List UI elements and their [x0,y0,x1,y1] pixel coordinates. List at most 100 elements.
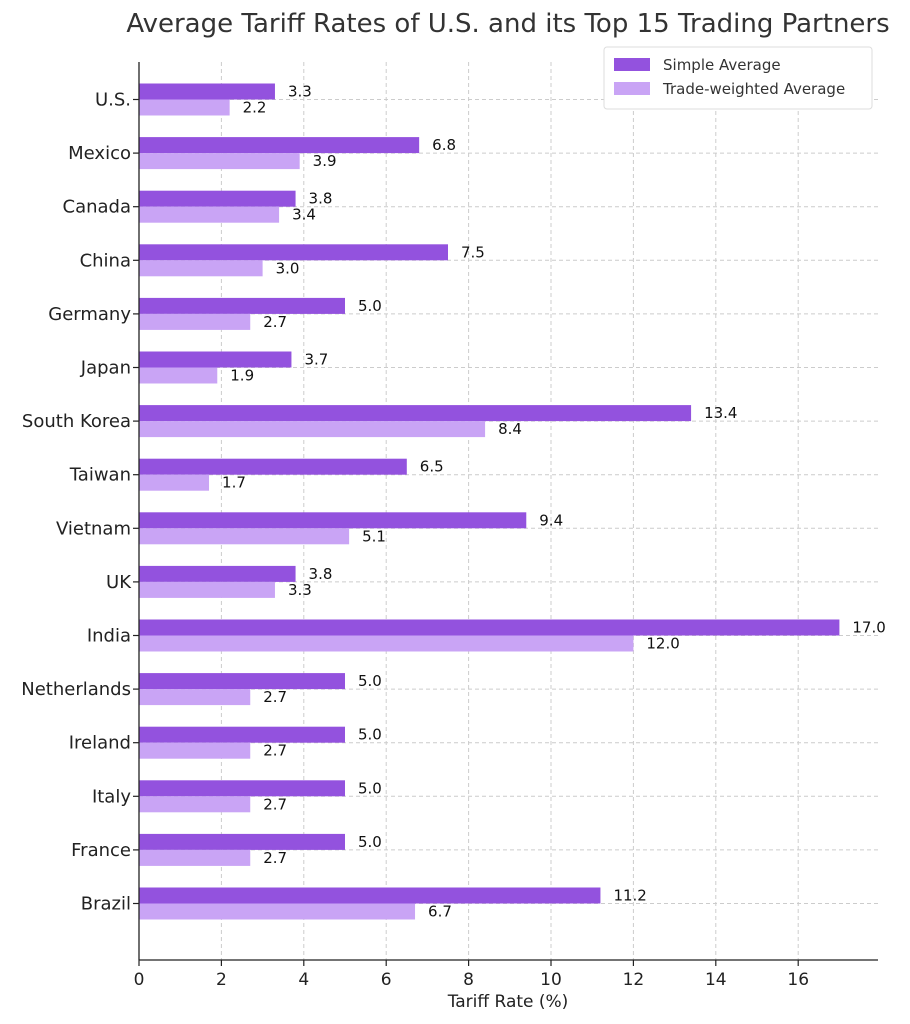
data-label: 2.7 [263,742,287,760]
bar-simple [139,833,345,850]
x-axis-title: Tariff Rate (%) [447,992,569,1012]
bar-simple [139,780,345,797]
data-label: 5.0 [358,726,382,744]
data-label: 7.5 [461,243,485,261]
data-label: 3.8 [309,190,333,208]
bar-trade-weighted [139,367,218,384]
bar-trade-weighted [139,474,210,491]
data-label: 1.9 [230,367,254,385]
category-label: U.S. [95,90,131,111]
category-label: Germany [48,304,131,325]
data-label: 3.7 [304,351,328,369]
bar-simple [139,297,345,314]
bar-simple [139,673,345,690]
bar-trade-weighted [139,689,251,706]
data-label: 2.7 [263,688,287,706]
data-label: 2.7 [263,313,287,331]
category-label: UK [106,572,132,593]
bar-trade-weighted [139,421,486,438]
legend-swatch [614,58,650,71]
category-label: Japan [80,358,131,379]
x-tick-labels: 0 2 4 6 8 10 12 14 16 [134,960,809,990]
data-label: 3.3 [288,581,312,599]
bar-simple [139,887,601,904]
category-label: India [87,626,131,647]
data-label: 3.8 [309,565,333,583]
data-label: 5.1 [362,527,386,545]
bar-simple [139,619,840,636]
data-label: 6.7 [428,903,452,921]
bar-simple [139,351,292,368]
x-tick-label: 8 [463,970,474,990]
category-label: South Korea [22,411,131,432]
data-label: 17.0 [852,619,885,637]
bar-trade-weighted [139,581,275,598]
bar-trade-weighted [139,796,251,813]
bar-trade-weighted [139,635,634,652]
bar-simple [139,458,407,475]
bar-trade-weighted [139,528,350,545]
data-label: 5.0 [358,833,382,851]
x-tick-label: 2 [216,970,227,990]
data-label: 13.4 [704,404,737,422]
category-label: Italy [92,786,131,807]
bar-simple [139,244,448,261]
legend-label: Simple Average [663,56,781,74]
bar-simple [139,190,296,207]
x-tick-label: 10 [540,970,562,990]
bar-simple [139,405,692,422]
data-labels: 3.3 6.8 3.8 7.5 5.0 3.7 13.4 6.5 9.4 3.8 17.0 5.0 5.… [222,83,886,921]
category-label: Brazil [81,894,131,915]
bar-trade-weighted [139,153,300,170]
bar-trade-weighted [139,313,251,330]
grid-lines [139,62,878,960]
bar-simple [139,565,296,582]
data-label: 11.2 [613,887,646,905]
data-label: 3.0 [276,259,300,277]
bar-simple [139,512,527,529]
bar-trade-weighted [139,99,230,116]
data-label: 1.7 [222,474,246,492]
category-label: Vietnam [56,518,131,539]
data-label: 3.3 [288,83,312,101]
bar-simple [139,83,275,100]
category-label: Taiwan [69,465,131,486]
data-label: 3.9 [313,152,337,170]
bar-trade-weighted [139,742,251,759]
bar-trade-weighted [139,260,263,277]
bar-trade-weighted [139,903,416,920]
category-label: China [80,250,131,271]
category-label: Mexico [68,143,131,164]
data-label: 3.4 [292,206,316,224]
legend-label: Trade-weighted Average [662,80,845,98]
data-label: 5.0 [358,779,382,797]
data-label: 2.7 [263,849,287,867]
category-label: Ireland [69,733,131,754]
category-label: Netherlands [21,679,131,700]
legend-box [603,46,873,110]
data-label: 6.8 [432,136,456,154]
x-tick-label: 0 [134,970,145,990]
bar-simple [139,137,420,154]
legend: Simple Average Trade-weighted Average [603,46,873,110]
x-tick-label: 4 [298,970,309,990]
data-label: 8.4 [498,420,522,438]
bar-simple [139,726,345,743]
data-label: 5.0 [358,672,382,690]
data-label: 6.5 [420,458,444,476]
data-label: 5.0 [358,297,382,315]
x-tick-label: 16 [787,970,809,990]
category-labels: U.S. Mexico Canada China Germany Japan South K… [21,90,139,915]
data-label: 12.0 [646,635,679,653]
x-tick-label: 14 [705,970,727,990]
data-label: 2.2 [243,99,267,117]
category-label: France [71,840,131,861]
data-label: 9.4 [539,511,563,529]
chart-title: Average Tariff Rates of U.S. and its Top… [126,9,889,39]
legend-swatch [614,82,650,95]
x-tick-label: 12 [623,970,645,990]
category-label: Canada [63,197,132,218]
bars [139,83,840,920]
x-tick-label: 6 [381,970,392,990]
